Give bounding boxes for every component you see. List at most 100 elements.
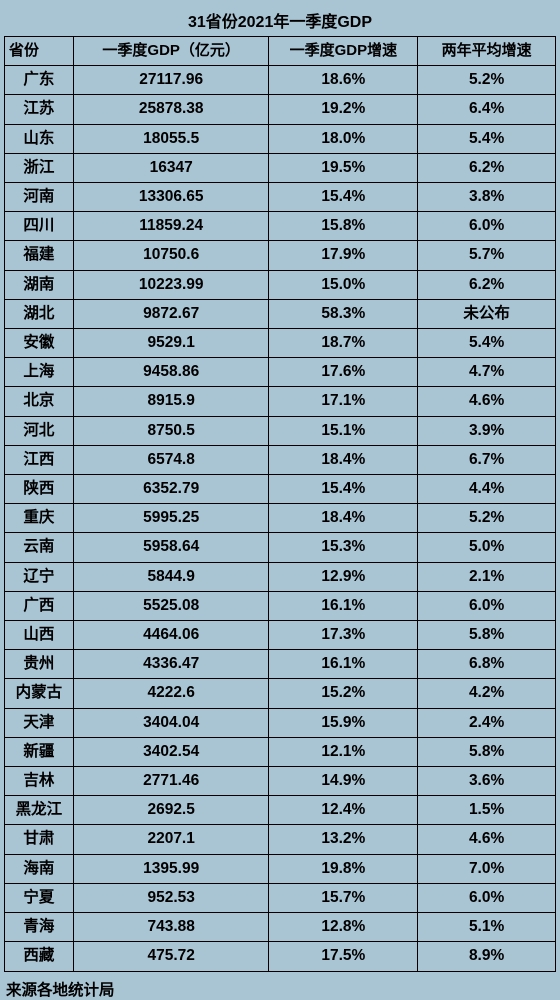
table-row: 陕西6352.7915.4%4.4% [5,475,556,504]
table-cell: 12.8% [269,913,418,942]
table-cell: 6.0% [418,883,556,912]
table-cell: 12.4% [269,796,418,825]
table-cell: 15.2% [269,679,418,708]
table-cell: 吉林 [5,767,74,796]
table-cell: 青海 [5,913,74,942]
col-province: 省份 [5,37,74,66]
table-cell: 15.3% [269,533,418,562]
table-cell: 12.1% [269,737,418,766]
col-gdp: 一季度GDP（亿元） [73,37,269,66]
table-row: 江西6574.818.4%6.7% [5,445,556,474]
table-cell: 18055.5 [73,124,269,153]
table-cell: 山东 [5,124,74,153]
table-row: 福建10750.617.9%5.7% [5,241,556,270]
table-row: 河北8750.515.1%3.9% [5,416,556,445]
table-cell: 15.0% [269,270,418,299]
table-cell: 福建 [5,241,74,270]
table-cell: 10223.99 [73,270,269,299]
table-cell: 湖南 [5,270,74,299]
table-cell: 17.9% [269,241,418,270]
table-cell: 3402.54 [73,737,269,766]
table-cell: 4.6% [418,387,556,416]
table-cell: 14.9% [269,767,418,796]
table-cell: 4222.6 [73,679,269,708]
table-cell: 4.4% [418,475,556,504]
table-cell: 17.1% [269,387,418,416]
table-cell: 1.5% [418,796,556,825]
table-cell: 10750.6 [73,241,269,270]
table-cell: 2.4% [418,708,556,737]
table-cell: 16.1% [269,650,418,679]
table-cell: 宁夏 [5,883,74,912]
table-cell: 6.2% [418,153,556,182]
table-cell: 湖北 [5,299,74,328]
table-cell: 江苏 [5,95,74,124]
table-row: 河南13306.6515.4%3.8% [5,183,556,212]
table-row: 浙江1634719.5%6.2% [5,153,556,182]
table-cell: 4464.06 [73,621,269,650]
table-cell: 北京 [5,387,74,416]
table-row: 宁夏952.5315.7%6.0% [5,883,556,912]
table-row: 江苏25878.3819.2%6.4% [5,95,556,124]
table-cell: 山西 [5,621,74,650]
table-cell: 27117.96 [73,66,269,95]
table-cell: 1395.99 [73,854,269,883]
table-cell: 河北 [5,416,74,445]
table-cell: 西藏 [5,942,74,971]
table-cell: 广东 [5,66,74,95]
table-row: 四川11859.2415.8%6.0% [5,212,556,241]
table-cell: 5525.08 [73,591,269,620]
table-cell: 19.2% [269,95,418,124]
table-cell: 3404.04 [73,708,269,737]
table-cell: 8.9% [418,942,556,971]
table-row: 重庆5995.2518.4%5.2% [5,504,556,533]
table-cell: 甘肃 [5,825,74,854]
table-row: 海南1395.9919.8%7.0% [5,854,556,883]
table-cell: 5995.25 [73,504,269,533]
table-row: 安徽9529.118.7%5.4% [5,329,556,358]
table-cell: 黑龙江 [5,796,74,825]
table-cell: 4.6% [418,825,556,854]
table-row: 山西4464.0617.3%5.8% [5,621,556,650]
table-cell: 11859.24 [73,212,269,241]
data-source: 来源各地统计局 [4,972,556,1000]
table-cell: 18.4% [269,445,418,474]
table-cell: 18.0% [269,124,418,153]
table-cell: 6.0% [418,212,556,241]
table-cell: 18.4% [269,504,418,533]
table-cell: 5958.64 [73,533,269,562]
table-cell: 2.1% [418,562,556,591]
table-row: 湖北9872.6758.3%未公布 [5,299,556,328]
table-header-row: 省份 一季度GDP（亿元） 一季度GDP增速 两年平均增速 [5,37,556,66]
table-row: 北京8915.917.1%4.6% [5,387,556,416]
table-cell: 13306.65 [73,183,269,212]
table-row: 吉林2771.4614.9%3.6% [5,767,556,796]
table-cell: 5.8% [418,737,556,766]
table-cell: 陕西 [5,475,74,504]
table-row: 黑龙江2692.512.4%1.5% [5,796,556,825]
table-body: 广东27117.9618.6%5.2%江苏25878.3819.2%6.4%山东… [5,66,556,971]
table-row: 山东18055.518.0%5.4% [5,124,556,153]
table-cell: 上海 [5,358,74,387]
table-row: 云南5958.6415.3%5.0% [5,533,556,562]
table-cell: 15.4% [269,183,418,212]
table-cell: 4336.47 [73,650,269,679]
gdp-table: 省份 一季度GDP（亿元） 一季度GDP增速 两年平均增速 广东27117.96… [4,36,556,972]
table-cell: 13.2% [269,825,418,854]
table-cell: 6.7% [418,445,556,474]
table-title: 31省份2021年一季度GDP [4,2,556,36]
table-cell: 5.2% [418,504,556,533]
table-cell: 6.2% [418,270,556,299]
table-cell: 河南 [5,183,74,212]
table-cell: 15.8% [269,212,418,241]
table-cell: 新疆 [5,737,74,766]
table-cell: 2207.1 [73,825,269,854]
table-row: 湖南10223.9915.0%6.2% [5,270,556,299]
table-cell: 内蒙古 [5,679,74,708]
table-cell: 743.88 [73,913,269,942]
table-cell: 19.8% [269,854,418,883]
table-cell: 15.1% [269,416,418,445]
table-row: 天津3404.0415.9%2.4% [5,708,556,737]
table-cell: 7.0% [418,854,556,883]
table-row: 内蒙古4222.615.2%4.2% [5,679,556,708]
